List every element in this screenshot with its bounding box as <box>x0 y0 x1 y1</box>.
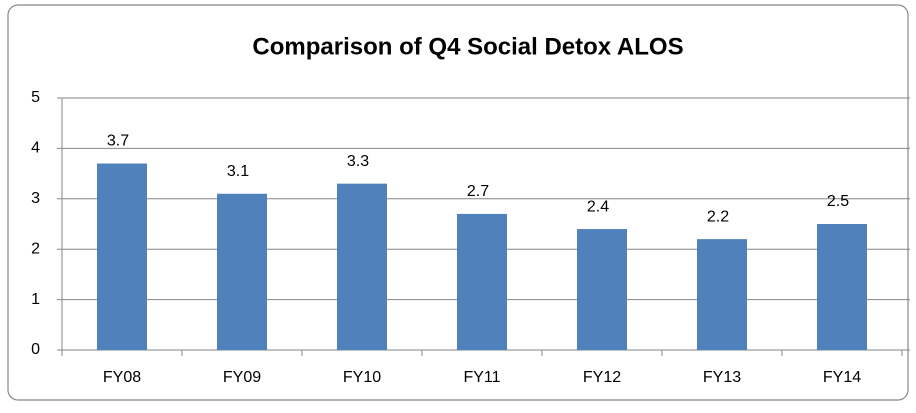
y-tick-label: 3 <box>31 190 40 207</box>
bar <box>337 183 387 350</box>
data-label: 3.1 <box>227 163 249 180</box>
data-label: 2.4 <box>587 198 609 215</box>
bar <box>577 229 627 350</box>
bar <box>217 193 267 350</box>
data-label: 3.7 <box>107 133 129 150</box>
y-tick-label: 0 <box>31 341 40 358</box>
bar <box>97 163 147 350</box>
bar <box>697 239 747 350</box>
y-tick-label: 4 <box>31 140 40 157</box>
bar <box>457 213 507 350</box>
y-tick-label: 2 <box>31 240 40 257</box>
x-tick-label: FY09 <box>223 369 261 386</box>
y-tick-label: 1 <box>31 291 40 308</box>
y-tick-label: 5 <box>31 89 40 106</box>
x-tick-label: FY14 <box>823 369 861 386</box>
data-label: 2.7 <box>467 183 489 200</box>
x-tick-label: FY10 <box>343 369 381 386</box>
data-label: 2.5 <box>827 193 849 210</box>
data-label: 3.3 <box>347 153 369 170</box>
x-tick-label: FY08 <box>103 369 141 386</box>
bar <box>817 224 867 350</box>
x-tick-label: FY11 <box>463 369 500 386</box>
chart-title: Comparison of Q4 Social Detox ALOS <box>252 33 683 60</box>
data-label: 2.2 <box>707 208 729 225</box>
x-tick-label: FY12 <box>583 369 621 386</box>
x-tick-label: FY13 <box>703 369 741 386</box>
